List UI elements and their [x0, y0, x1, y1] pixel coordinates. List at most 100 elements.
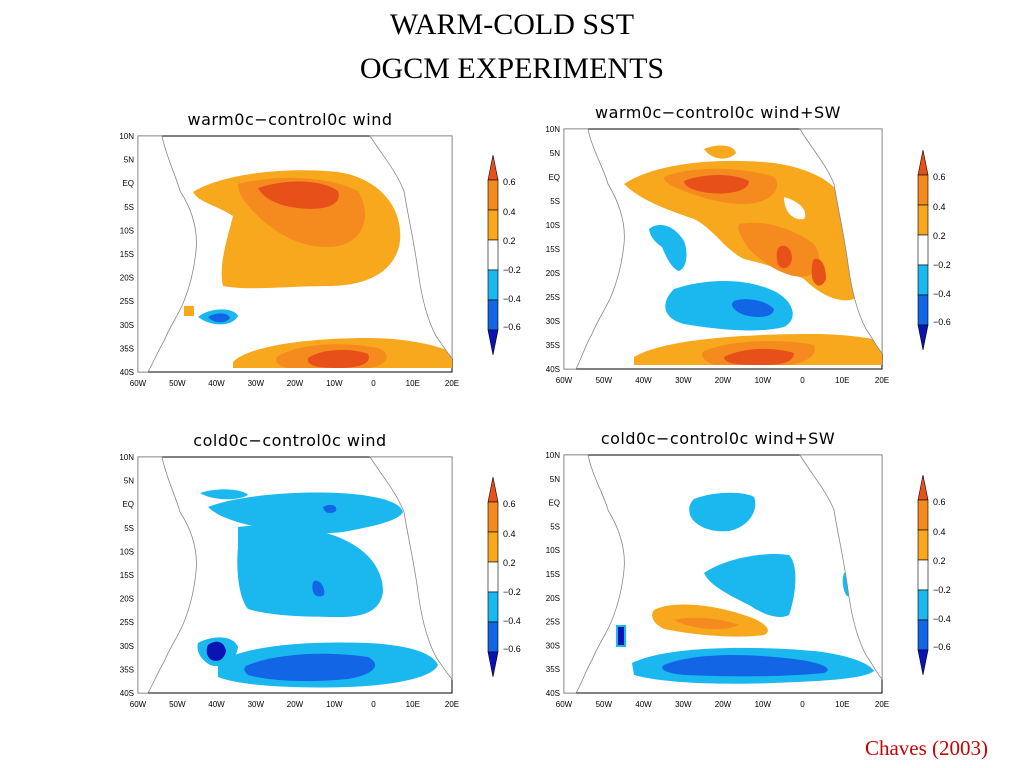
colorbar-labels: 0.6 0.4 0.2 −0.2 −0.4 −0.6: [503, 499, 521, 654]
svg-text:−0.2: −0.2: [933, 585, 951, 595]
svg-text:15S: 15S: [120, 571, 134, 580]
colorbar-cap-high: [917, 149, 929, 176]
svg-text:50W: 50W: [169, 379, 186, 388]
svg-text:10W: 10W: [326, 700, 343, 709]
africa-coast: [799, 128, 883, 354]
svg-text:10N: 10N: [119, 132, 134, 141]
svg-text:20W: 20W: [287, 700, 304, 709]
colorbar-labels: 0.6 0.4 0.2 −0.2 −0.4 −0.6: [933, 497, 951, 652]
svg-text:10E: 10E: [406, 700, 420, 709]
svg-text:5N: 5N: [550, 149, 560, 158]
svg-text:0.6: 0.6: [933, 172, 946, 182]
lon-tick-labels: 60W 50W 40W 30W 20W 10W 0 10E 20E: [130, 379, 459, 388]
svg-text:5S: 5S: [550, 522, 560, 531]
svg-text:0.4: 0.4: [933, 202, 946, 212]
colorbar-cap-low: [487, 329, 499, 356]
credit-citation: Chaves (2003): [864, 736, 988, 760]
svg-text:20S: 20S: [120, 274, 134, 283]
panel-title-warm-wind-sw: warm0c−control0c wind+SW: [595, 103, 841, 122]
colorbar-cap-low: [487, 651, 499, 678]
map-panel-warm-wind: 10N 5N EQ 5S 10S 15S 20S 25S 30S 35S 40S…: [112, 130, 472, 407]
svg-text:0: 0: [371, 700, 376, 709]
colorbar-cap-high: [487, 154, 499, 181]
svg-text:10W: 10W: [326, 379, 343, 388]
svg-text:0.6: 0.6: [503, 177, 516, 187]
svg-text:30S: 30S: [120, 642, 134, 651]
map-svg: 10N 5N EQ 5S 10S 15S 20S 25S 30S 35S 40S…: [545, 125, 889, 385]
svg-text:10S: 10S: [120, 547, 134, 556]
svg-text:30S: 30S: [546, 641, 560, 650]
svg-text:−0.6: −0.6: [933, 317, 951, 327]
svg-text:0.2: 0.2: [933, 231, 946, 241]
page-title-line2: OGCM EXPERIMENTS: [359, 52, 665, 85]
svg-text:5S: 5S: [124, 524, 134, 533]
svg-text:50W: 50W: [596, 700, 613, 709]
colorbar-cap-high: [917, 474, 929, 501]
svg-text:20W: 20W: [715, 700, 732, 709]
svg-text:60W: 60W: [130, 700, 147, 709]
svg-text:0.2: 0.2: [933, 556, 946, 566]
page-title-line1: WARM-COLD SST: [389, 8, 635, 41]
panel-title-cold-wind-sw: cold0c−control0c wind+SW: [600, 429, 836, 448]
colorbar-bottom-right: 0.6 0.4 0.2 −0.2 −0.4 −0.6: [917, 474, 951, 676]
svg-text:20W: 20W: [287, 379, 304, 388]
svg-text:−0.4: −0.4: [503, 294, 521, 304]
svg-text:25S: 25S: [120, 618, 134, 627]
svg-text:−0.6: −0.6: [503, 322, 521, 332]
svg-text:20E: 20E: [445, 700, 459, 709]
svg-text:5S: 5S: [550, 197, 560, 206]
svg-text:25S: 25S: [120, 297, 134, 306]
svg-text:−0.2: −0.2: [933, 260, 951, 270]
svg-text:40S: 40S: [120, 689, 134, 698]
svg-text:0: 0: [371, 379, 376, 388]
svg-text:−0.4: −0.4: [503, 616, 521, 626]
colorbar-cap-low: [917, 649, 929, 676]
svg-text:15S: 15S: [546, 570, 560, 579]
svg-text:5N: 5N: [550, 475, 560, 484]
map-svg: 10N 5N EQ 5S 10S 15S 20S 25S 30S 35S 40S…: [119, 453, 459, 709]
svg-text:20S: 20S: [120, 595, 134, 604]
svg-text:30W: 30W: [675, 376, 692, 385]
map-svg: 10N 5N EQ 5S 10S 15S 20S 25S 30S 35S 40S…: [545, 451, 889, 709]
south-america-coast: [563, 128, 625, 370]
svg-text:0.2: 0.2: [503, 558, 516, 568]
africa-coast: [369, 135, 453, 359]
svg-text:35S: 35S: [120, 665, 134, 674]
colorbar-top-left: 0.6 0.4 0.2 −0.2 −0.4 −0.6: [487, 154, 521, 356]
svg-text:20S: 20S: [546, 594, 560, 603]
svg-text:25S: 25S: [546, 618, 560, 627]
svg-text:10E: 10E: [406, 379, 420, 388]
svg-text:20E: 20E: [445, 379, 459, 388]
svg-text:0.2: 0.2: [503, 236, 516, 246]
lat-tick-labels: 10N 5N EQ 5S 10S 15S 20S 25S 30S 35S 40S: [545, 451, 560, 698]
africa-coast: [799, 454, 883, 680]
svg-text:−0.2: −0.2: [503, 587, 521, 597]
anomaly-contours: [197, 489, 450, 688]
svg-text:40W: 40W: [635, 700, 652, 709]
svg-text:10N: 10N: [119, 453, 134, 462]
svg-text:15S: 15S: [120, 250, 134, 259]
lat-tick-labels: 10N 5N EQ 5S 10S 15S 20S 25S 30S 35S 40S: [119, 453, 134, 698]
svg-text:−0.6: −0.6: [503, 644, 521, 654]
svg-text:20W: 20W: [715, 376, 732, 385]
svg-text:60W: 60W: [130, 379, 147, 388]
svg-text:10W: 10W: [755, 700, 772, 709]
svg-text:EQ: EQ: [548, 173, 560, 182]
svg-text:60W: 60W: [556, 376, 573, 385]
svg-text:40W: 40W: [635, 376, 652, 385]
svg-text:0: 0: [800, 700, 805, 709]
south-america-coast: [563, 454, 625, 694]
svg-text:30W: 30W: [675, 700, 692, 709]
map-panel-cold-wind: 10N 5N EQ 5S 10S 15S 20S 25S 30S 35S 40S…: [112, 451, 472, 728]
lon-tick-labels: 60W 50W 40W 30W 20W 10W 0 10E 20E: [556, 700, 889, 709]
svg-text:−0.4: −0.4: [933, 289, 951, 299]
svg-text:40W: 40W: [208, 700, 225, 709]
svg-text:−0.4: −0.4: [933, 614, 951, 624]
svg-text:10N: 10N: [545, 451, 560, 460]
svg-text:15S: 15S: [546, 245, 560, 254]
svg-text:EQ: EQ: [122, 500, 134, 509]
svg-text:30W: 30W: [248, 379, 265, 388]
svg-text:35S: 35S: [546, 665, 560, 674]
svg-text:20E: 20E: [875, 700, 889, 709]
panel-title-cold-wind: cold0c−control0c wind: [193, 431, 387, 450]
